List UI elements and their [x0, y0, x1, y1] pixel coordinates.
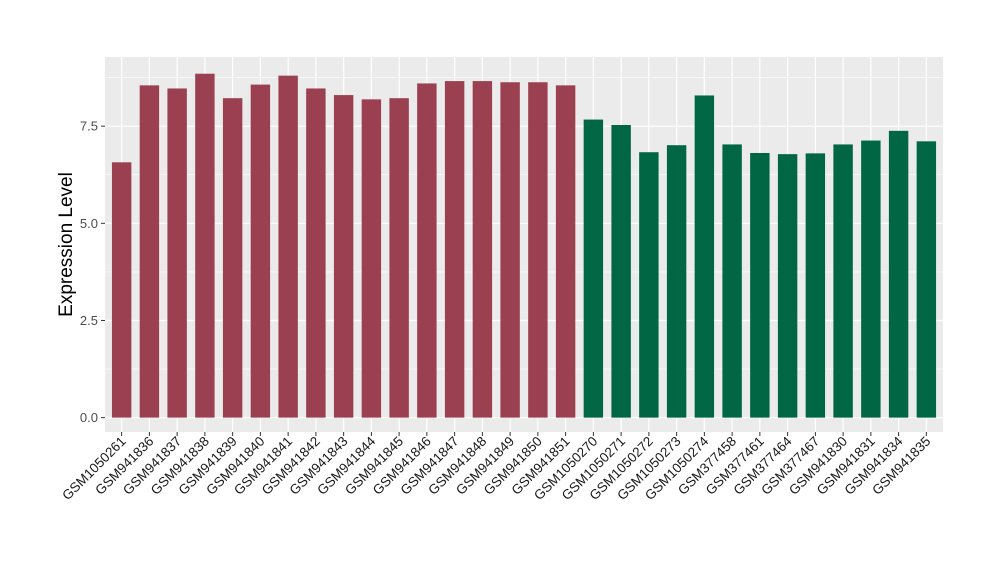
bar-GSM377467: [805, 153, 826, 418]
bar-GSM1050271: [611, 125, 631, 418]
bar-GSM941830: [833, 144, 853, 418]
bar-GSM1050272: [639, 152, 659, 418]
bar-GSM941843: [333, 95, 354, 418]
bar-GSM1050274: [694, 95, 715, 418]
y-tick-label: 0.0: [80, 410, 98, 425]
plot-panel: [105, 57, 943, 432]
bar-GSM941838: [195, 73, 215, 418]
bar-GSM941851: [555, 85, 576, 418]
bar-GSM377461: [750, 152, 770, 418]
y-tick-label: 5.0: [80, 216, 98, 231]
bar-GSM941835: [916, 141, 937, 418]
bar-GSM941846: [417, 83, 437, 418]
y-axis: 0.0 2.5 5.0 7.5: [80, 119, 105, 425]
bar-GSM941849: [500, 82, 520, 418]
bar-GSM941840: [250, 84, 271, 418]
x-axis: GSM1050261GSM941836GSM941837GSM941838GSM…: [59, 432, 933, 503]
bar-GSM377458: [722, 144, 742, 418]
bar-GSM941837: [167, 88, 187, 418]
y-tick-label: 2.5: [80, 313, 98, 328]
bar-GSM941845: [389, 98, 409, 418]
bar-GSM941848: [472, 81, 493, 418]
bars: [111, 73, 937, 418]
y-axis-title: Expression Level: [56, 172, 77, 317]
bar-GSM941844: [361, 99, 382, 418]
bar-GSM1050261: [111, 162, 132, 418]
bar-GSM1050273: [666, 145, 687, 418]
bar-GSM1050270: [583, 119, 604, 418]
bar-GSM941850: [528, 82, 548, 418]
bar-GSM941836: [139, 85, 160, 418]
bar-GSM941839: [222, 98, 243, 418]
bar-GSM941831: [861, 140, 881, 418]
bar-GSM941834: [888, 130, 909, 418]
y-tick-label: 7.5: [80, 119, 98, 134]
bar-GSM941842: [306, 88, 326, 418]
bar-GSM941847: [444, 81, 465, 418]
bar-GSM377464: [777, 154, 798, 418]
bar-GSM941841: [278, 75, 298, 418]
